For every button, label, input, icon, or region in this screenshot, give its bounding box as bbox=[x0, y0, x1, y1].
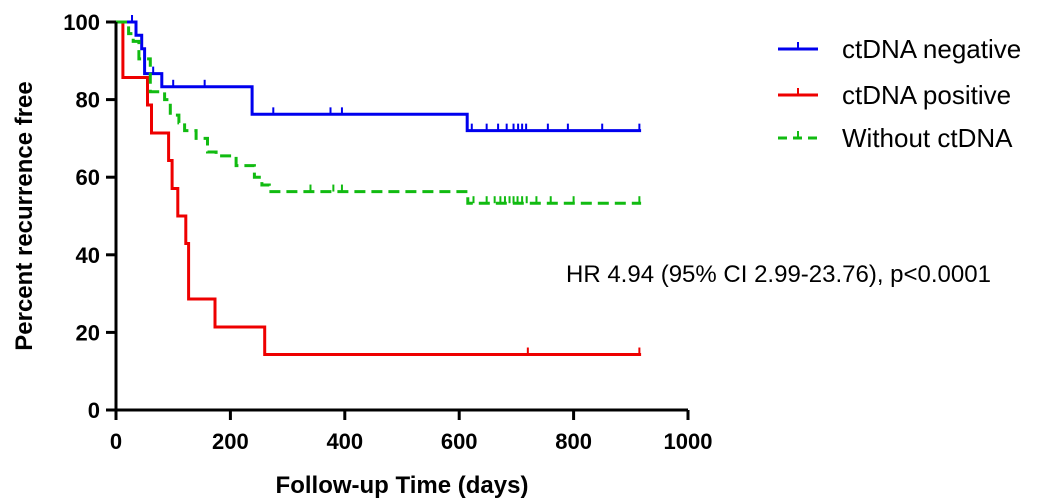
y-tick-label: 80 bbox=[76, 88, 100, 113]
y-tick-label: 0 bbox=[88, 398, 100, 423]
hazard-ratio-annotation: HR 4.94 (95% CI 2.99-23.76), p<0.0001 bbox=[566, 261, 991, 288]
legend: ctDNA negative ctDNA positive Without ctDN… bbox=[778, 34, 1021, 153]
legend-item-1: ctDNA positive bbox=[778, 80, 1011, 110]
x-axis-title: Follow-up Time (days) bbox=[276, 472, 529, 499]
legend-item-0: ctDNA negative bbox=[778, 34, 1021, 64]
x-tick-label: 400 bbox=[326, 429, 363, 454]
legend-label: ctDNA positive bbox=[842, 80, 1011, 110]
x-tick-label: 0 bbox=[110, 429, 122, 454]
series-layer bbox=[116, 15, 642, 356]
legend-label: ctDNA negative bbox=[842, 34, 1021, 64]
survival-curve-2 bbox=[116, 20, 642, 205]
x-tick-label: 600 bbox=[441, 429, 478, 454]
series-2 bbox=[116, 20, 642, 205]
survival-curve-1 bbox=[116, 20, 642, 356]
x-tick-label: 200 bbox=[212, 429, 249, 454]
y-tick-label: 20 bbox=[76, 320, 100, 345]
y-tick-label: 60 bbox=[76, 165, 100, 190]
series-1 bbox=[116, 20, 642, 356]
axes-layer: 0 200 400 600 800 1000 0 20 40 60 80 100 bbox=[63, 10, 712, 454]
y-tick-label: 100 bbox=[63, 10, 100, 35]
x-tick-label: 800 bbox=[555, 429, 592, 454]
survival-curve-0 bbox=[116, 20, 642, 133]
legend-item-2: Without ctDNA bbox=[778, 123, 1013, 153]
x-tick-label: 1000 bbox=[664, 429, 713, 454]
y-tick-label: 40 bbox=[76, 243, 100, 268]
y-axis-title: Percent recurrence free bbox=[11, 81, 38, 350]
series-0 bbox=[116, 15, 642, 133]
legend-label: Without ctDNA bbox=[842, 123, 1013, 153]
